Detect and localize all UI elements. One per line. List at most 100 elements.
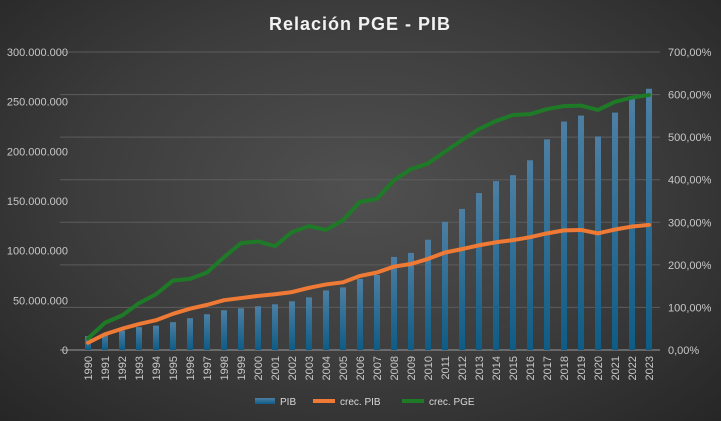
point-2	[121, 315, 123, 317]
left-tick-label: 200.000.000	[7, 146, 68, 158]
point-2	[427, 163, 429, 165]
left-tick-label: 50.000.000	[13, 295, 68, 307]
point-1	[410, 263, 412, 265]
left-tick-label: 300.000.000	[7, 47, 68, 59]
x-tick-label: 2020	[593, 356, 605, 380]
x-tick-label: 2002	[287, 356, 299, 380]
right-tick-label: 0,00%	[668, 345, 699, 357]
bar-pib	[408, 252, 414, 350]
bar-pib	[442, 221, 448, 350]
point-1	[444, 252, 446, 254]
point-1	[240, 297, 242, 299]
point-1	[529, 236, 531, 238]
bar-pib	[357, 278, 363, 350]
x-tick-label: 2004	[321, 356, 333, 380]
point-2	[359, 201, 361, 203]
x-tick-label: 1990	[83, 356, 95, 380]
x-tick-label: 2008	[389, 356, 401, 380]
x-tick-label: 2021	[610, 356, 622, 380]
bar-pib	[340, 287, 346, 350]
point-1	[648, 224, 650, 226]
bar-pib	[510, 175, 516, 350]
x-tick-label: 2001	[270, 356, 282, 380]
left-axis: 0 50.000.000 100.000.000 150.000.000 200.000…	[7, 47, 68, 357]
point-1	[512, 239, 514, 241]
point-2	[342, 219, 344, 221]
point-2	[138, 302, 140, 304]
bar-pib	[323, 290, 329, 350]
point-1	[257, 295, 259, 297]
right-tick-label: 100,00%	[668, 302, 712, 314]
x-tick-label: 2019	[576, 356, 588, 380]
point-1	[189, 308, 191, 310]
right-axis: 0,00% 100,00% 200,00% 300,00% 400,00% 500,00%…	[668, 47, 712, 357]
point-1	[291, 291, 293, 293]
point-1	[546, 232, 548, 234]
x-tick-label: 2005	[338, 356, 350, 380]
bar-pib	[391, 256, 397, 350]
point-1	[172, 313, 174, 315]
point-2	[529, 113, 531, 115]
bar-pib	[272, 304, 278, 350]
legend-swatch-pib	[255, 398, 275, 404]
point-2	[546, 108, 548, 110]
point-1	[427, 258, 429, 260]
point-1	[121, 328, 123, 330]
point-2	[223, 256, 225, 258]
point-2	[325, 229, 327, 231]
point-1	[597, 232, 599, 234]
x-tick-label: 1998	[219, 356, 231, 380]
legend: PIB crec. PIB crec. PGE	[255, 397, 475, 408]
point-1	[580, 229, 582, 231]
bar-pib	[425, 239, 431, 350]
chart-title: Relación PGE - PIB	[269, 14, 451, 34]
point-2	[614, 101, 616, 103]
gridlines	[60, 51, 660, 351]
line-series	[86, 92, 651, 345]
bar-pib	[119, 330, 125, 350]
point-2	[597, 109, 599, 111]
x-tick-label: 2012	[457, 356, 469, 380]
point-1	[631, 226, 633, 228]
line-crec-pge	[86, 92, 651, 341]
bar-pib	[544, 139, 550, 350]
point-1	[614, 229, 616, 231]
bar-pib	[374, 275, 380, 350]
x-tick-label: 1997	[202, 356, 214, 380]
point-2	[104, 322, 106, 324]
bar-pib	[306, 297, 312, 350]
point-1	[376, 272, 378, 274]
point-2	[257, 240, 259, 242]
point-2	[461, 139, 463, 141]
bar-pib	[561, 121, 567, 351]
legend-label-crec-pib: crec. PIB	[340, 397, 381, 408]
x-tick-label: 2006	[355, 356, 367, 380]
point-1	[325, 283, 327, 285]
x-tick-label: 1995	[168, 356, 180, 380]
point-1	[223, 299, 225, 301]
point-1	[478, 244, 480, 246]
point-2	[631, 97, 633, 99]
point-1	[342, 281, 344, 283]
x-tick-label: 1999	[236, 356, 248, 380]
legend-label-crec-pge: crec. PGE	[429, 397, 475, 408]
bar-pib	[204, 314, 210, 350]
left-tick-label: 250.000.000	[7, 97, 68, 109]
x-tick-label: 2009	[406, 356, 418, 380]
x-tick-label: 2007	[372, 356, 384, 380]
point-1	[495, 241, 497, 243]
bar-pib	[170, 322, 176, 350]
bar-pib	[187, 318, 193, 350]
point-2	[172, 280, 174, 282]
x-tick-label: 1991	[100, 356, 112, 380]
point-2	[495, 120, 497, 122]
point-2	[512, 114, 514, 116]
point-2	[393, 179, 395, 181]
point-2	[648, 94, 650, 96]
x-tick-label: 2010	[423, 356, 435, 380]
bar-pib	[153, 325, 159, 350]
bar-pib	[238, 308, 244, 350]
point-2	[410, 168, 412, 170]
